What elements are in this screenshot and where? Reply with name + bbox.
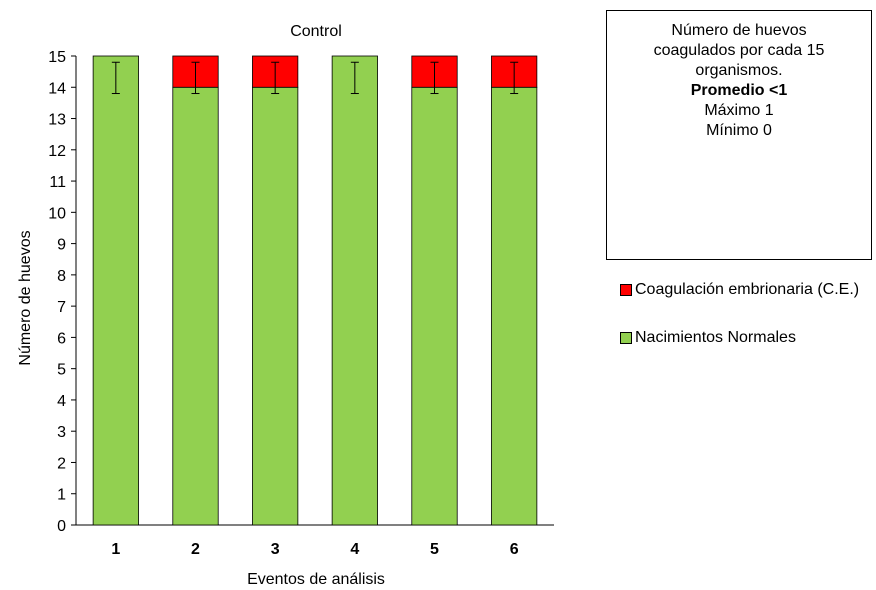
bar-normal <box>92 55 139 526</box>
y-tick-label: 0 <box>57 518 66 535</box>
x-tick-label: 2 <box>191 541 200 558</box>
info-average: Promedio <1 <box>690 82 788 99</box>
bar-normal <box>172 86 219 526</box>
x-tick-label: 5 <box>430 541 439 558</box>
y-tick-label: 10 <box>48 205 66 222</box>
y-tick-label: 7 <box>57 299 66 316</box>
legend-label-coagulation: Coagulación embrionaria (C.E.) <box>635 281 860 298</box>
legend: Coagulación embrionaria (C.E.) Nacimient… <box>620 280 871 376</box>
y-tick-label: 12 <box>48 143 66 160</box>
y-tick-label: 8 <box>57 268 66 285</box>
y-tick-label: 6 <box>57 330 66 347</box>
x-tick-label: 4 <box>350 541 359 558</box>
info-line-2: coagulados por cada 15 <box>653 42 825 59</box>
legend-swatch-normal <box>620 332 632 344</box>
legend-item-normal: Nacimientos Normales <box>620 328 871 348</box>
bar-normal <box>252 86 299 526</box>
x-axis-title: Eventos de análisis <box>247 571 385 588</box>
info-box: Número de huevos coagulados por cada 15 … <box>606 10 872 260</box>
y-tick-label: 1 <box>57 487 66 504</box>
y-tick-label: 13 <box>48 112 66 129</box>
info-line-3: organismos. <box>695 62 783 79</box>
bar-normal <box>411 86 458 526</box>
x-tick-label: 3 <box>271 541 280 558</box>
y-tick-label: 15 <box>48 49 66 66</box>
chart-title: Control <box>290 23 342 40</box>
info-minimum: Mínimo 0 <box>706 122 772 139</box>
y-tick-label: 4 <box>57 393 66 410</box>
legend-item-coagulation: Coagulación embrionaria (C.E.) <box>620 280 871 300</box>
y-tick-label: 3 <box>57 424 66 441</box>
bar-normal <box>331 55 378 526</box>
x-tick-label: 6 <box>510 541 519 558</box>
chart: Control Número de huevos Eventos de anál… <box>17 23 554 588</box>
y-tick-label: 2 <box>57 455 66 472</box>
y-tick-label: 11 <box>49 174 66 191</box>
info-maximum: Máximo 1 <box>704 102 774 119</box>
y-tick-label: 5 <box>57 362 66 379</box>
x-tick-label: 1 <box>111 541 120 558</box>
y-tick-label: 14 <box>48 80 66 97</box>
y-tick-label: 9 <box>57 237 66 254</box>
legend-swatch-coagulation <box>620 284 632 296</box>
legend-label-normal: Nacimientos Normales <box>635 329 796 346</box>
info-line-1: Número de huevos <box>671 22 807 39</box>
bar-normal <box>491 86 538 526</box>
y-axis-title: Número de huevos <box>17 230 34 365</box>
